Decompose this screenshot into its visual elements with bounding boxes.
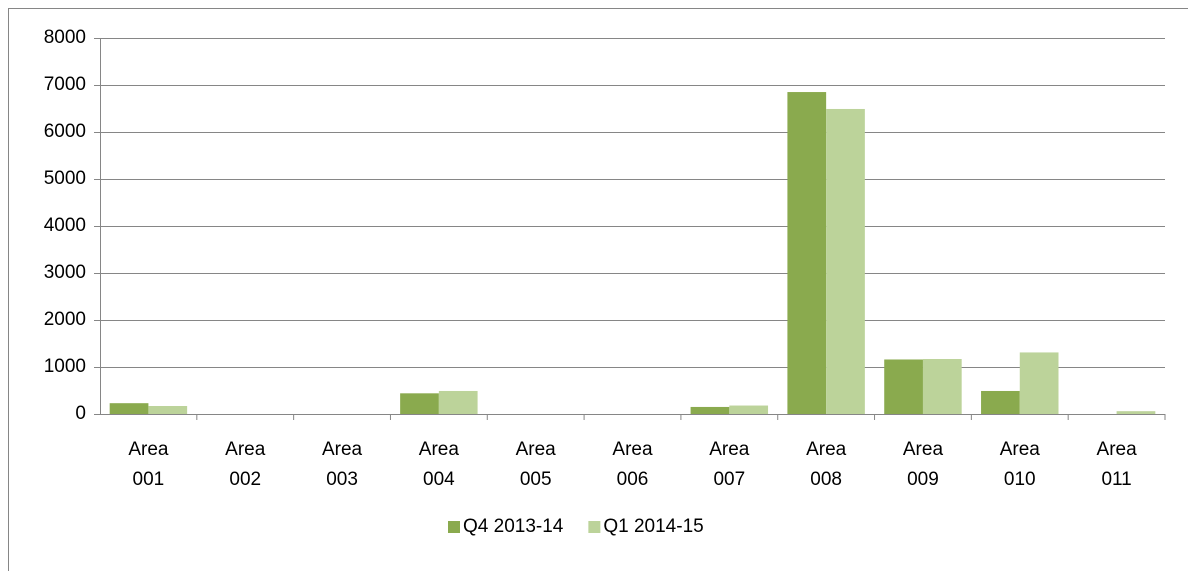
x-tick-label-line: Area	[225, 439, 266, 460]
y-tick-label: 1000	[44, 356, 86, 377]
x-tick-label: Area 004	[419, 439, 460, 490]
x-tick-label-line: 004	[423, 469, 455, 490]
x-tick-label-line: Area	[612, 439, 653, 460]
x-tick-label: Area 011	[1097, 439, 1138, 490]
x-tick-label-line: 011	[1101, 469, 1131, 490]
x-tick-label-line: 010	[1004, 469, 1036, 490]
x-tick-label-line: 006	[617, 469, 649, 490]
x-tick-label: Area 008	[806, 439, 847, 490]
y-tick-label: 4000	[44, 215, 86, 236]
bar	[148, 406, 188, 414]
x-tick-label-line: 002	[229, 469, 261, 490]
x-tick-label: Area 007	[709, 439, 750, 490]
y-tick-label: 2000	[44, 309, 86, 330]
legend-swatch	[588, 521, 601, 533]
x-tick-label-line: Area	[1097, 439, 1138, 460]
y-tick-label: 6000	[44, 121, 86, 142]
x-tick-label-line: Area	[903, 439, 944, 460]
x-tick-label-line: 003	[326, 469, 358, 490]
bar	[826, 108, 865, 414]
bar	[109, 403, 149, 414]
x-tick-label-line: 009	[907, 469, 939, 490]
legend-label: Q4 2013-14	[463, 516, 564, 537]
bar	[981, 390, 1020, 414]
x-tick-label-line: Area	[1000, 439, 1041, 460]
x-tick-label-line: 001	[133, 469, 165, 490]
bar	[729, 405, 769, 414]
legend-swatch	[448, 521, 460, 533]
bar	[1019, 352, 1059, 414]
bar	[922, 359, 962, 414]
x-tick-label-line: Area	[419, 439, 460, 460]
bar	[1116, 411, 1156, 414]
bar	[690, 406, 730, 414]
bar	[787, 92, 827, 415]
x-tick-label-line: Area	[128, 439, 169, 460]
x-tick-label: Area 003	[322, 439, 363, 490]
x-tick-label: Area 009	[903, 439, 944, 490]
x-tick-label-line: Area	[806, 439, 847, 460]
y-tick-label: 5000	[44, 168, 86, 189]
x-tick-label-line: 007	[713, 469, 745, 490]
x-tick-label: Area 001	[128, 439, 169, 490]
chart-frame	[8, 8, 1188, 571]
bar	[438, 390, 478, 414]
x-tick-label-line: Area	[516, 439, 557, 460]
x-tick-label: Area 006	[612, 439, 653, 490]
y-tick-label: 3000	[44, 262, 86, 283]
x-tick-label-line: Area	[322, 439, 363, 460]
x-tick-label: Area 010	[1000, 439, 1041, 490]
x-tick-label-line: 008	[810, 469, 842, 490]
x-tick-label-line: Area	[709, 439, 750, 460]
bar	[884, 359, 923, 414]
y-tick-label: 0	[75, 403, 86, 424]
x-tick-label: Area 005	[516, 439, 557, 490]
legend-label: Q1 2014-15	[603, 516, 703, 537]
x-tick-label: Area 002	[225, 439, 266, 490]
y-tick-label: 8000	[44, 27, 86, 48]
x-tick-label-line: 005	[520, 469, 552, 490]
bar	[400, 393, 439, 414]
y-tick-label: 7000	[44, 74, 86, 95]
